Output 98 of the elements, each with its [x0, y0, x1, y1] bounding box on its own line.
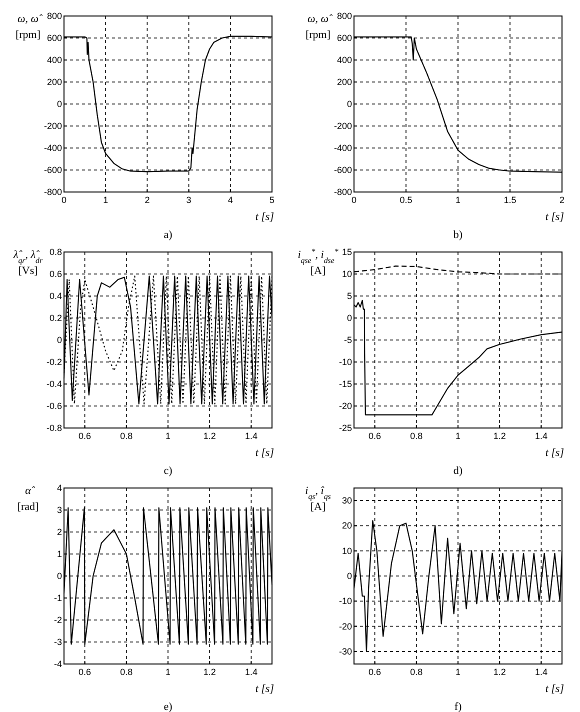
y-tick-label: -0.6	[46, 401, 62, 411]
x-tick-label: 1.4	[244, 431, 258, 441]
x-tick-label: 0.5	[400, 195, 412, 205]
y-tick-label: 0.4	[49, 291, 62, 301]
x-tick-label: 1	[103, 195, 108, 205]
x-tick-label: 1	[455, 431, 461, 441]
x-tick-label: 0.6	[78, 667, 92, 677]
y-tick-label: 2	[56, 527, 62, 537]
y-axis-title: i$_{qs}$, î$_{qs}$ [A]	[305, 485, 331, 513]
y-tick-label: -10	[338, 357, 352, 367]
x-tick-label: 1.4	[534, 431, 548, 441]
y-tick-label: 0	[56, 99, 62, 109]
text: e)	[164, 701, 173, 712]
x-axis-title: t [s]	[255, 447, 274, 459]
y-tick-label: 400	[336, 55, 352, 65]
x-tick-label: 0.8	[410, 431, 423, 441]
y-tick-label: 1	[56, 549, 62, 559]
y-tick-label: 0.2	[49, 313, 62, 323]
x-tick-label: 0.8	[410, 667, 423, 677]
x-tick-label: 1	[165, 431, 171, 441]
x-tick-label: 1.2	[493, 667, 506, 677]
x-tick-label: 4	[228, 195, 233, 205]
x-tick-label: 2	[559, 195, 565, 205]
x-tick-label: 5	[269, 195, 275, 205]
y-tick-label: -3	[54, 637, 62, 647]
x-axis-title: t [s]	[255, 211, 274, 223]
y-tick-label: -0.8	[46, 423, 62, 433]
y-tick-label: 0.8	[49, 247, 62, 257]
x-tick-label: 3	[186, 195, 192, 205]
x-tick-label: 1.4	[534, 667, 548, 677]
x-axis-title: t [s]	[255, 683, 274, 695]
x-tick-label: 1.2	[493, 431, 506, 441]
y-axis-title: α̂ [rad]	[17, 485, 39, 513]
x-tick-label: 1	[165, 667, 171, 677]
y-tick-label: 600	[46, 33, 62, 43]
y-tick-label: 5	[346, 291, 352, 301]
y-tick-label: 10	[342, 546, 352, 556]
x-tick-label: 1.4	[244, 667, 258, 677]
text: f)	[454, 701, 462, 712]
y-tick-label: -5	[344, 335, 352, 345]
y-tick-label: 4	[56, 483, 62, 493]
x-tick-label: 1.5	[504, 195, 516, 205]
x-tick-label: 0.8	[120, 431, 133, 441]
y-tick-label: -200	[334, 121, 352, 131]
y-tick-label: -400	[334, 143, 352, 153]
text: b)	[453, 229, 463, 241]
y-tick-label: -20	[338, 401, 352, 411]
y-axis-title: λ̂$_{qr}$, λ̂$_{dr}$ [Vs]	[12, 249, 44, 277]
text: c)	[164, 465, 173, 477]
x-axis-title: t [s]	[545, 683, 564, 695]
y-axis-title: ω, ω̂ [rpm]	[15, 13, 44, 41]
y-tick-label: 400	[46, 55, 62, 65]
y-tick-label: 0	[346, 571, 352, 581]
x-tick-label: 1.2	[203, 431, 216, 441]
y-tick-label: -4	[54, 659, 62, 669]
y-tick-label: -400	[44, 143, 62, 153]
y-tick-label: 200	[336, 77, 352, 87]
text: a)	[164, 229, 173, 241]
y-tick-label: 0	[56, 571, 62, 581]
y-tick-label: -0.4	[46, 379, 62, 389]
y-tick-label: -800	[334, 187, 352, 197]
y-tick-label: 15	[342, 247, 352, 257]
y-tick-label: -15	[338, 379, 352, 389]
y-tick-label: -10	[338, 596, 352, 606]
y-tick-label: 10	[342, 269, 352, 279]
y-tick-label: 800	[46, 11, 62, 21]
y-tick-label: 0.6	[49, 269, 62, 279]
x-tick-label: 0.6	[368, 431, 382, 441]
x-tick-label: 0.6	[78, 431, 92, 441]
x-tick-label: 1	[455, 195, 461, 205]
y-tick-label: -2	[54, 615, 62, 625]
y-tick-label: -1	[54, 593, 62, 603]
y-tick-label: 20	[342, 520, 352, 531]
y-tick-label: -600	[334, 165, 352, 175]
y-tick-label: -30	[338, 646, 352, 656]
x-tick-label: 1.2	[203, 667, 216, 677]
x-axis-title: t [s]	[545, 211, 564, 223]
y-tick-label: -20	[338, 621, 352, 632]
text: d)	[453, 465, 463, 477]
y-tick-label: 800	[336, 11, 352, 21]
y-tick-label: 200	[46, 77, 62, 87]
y-tick-label: 0	[56, 335, 62, 345]
y-tick-label: 30	[342, 496, 352, 506]
x-tick-label: 0.6	[368, 667, 382, 677]
y-tick-label: -200	[44, 121, 62, 131]
y-axis-title: ω, ω̂ [rpm]	[305, 13, 334, 41]
y-tick-label: -800	[44, 187, 62, 197]
y-tick-label: 3	[56, 505, 62, 515]
x-tick-label: 2	[144, 195, 150, 205]
y-tick-label: 0	[346, 313, 352, 323]
y-tick-label: 600	[336, 33, 352, 43]
x-tick-label: 0.8	[120, 667, 133, 677]
x-axis-title: t [s]	[545, 447, 564, 459]
x-tick-label: 1	[455, 667, 461, 677]
y-tick-label: 0	[346, 99, 352, 109]
y-tick-label: -25	[338, 423, 352, 433]
y-tick-label: -0.2	[46, 357, 62, 367]
y-tick-label: -600	[44, 165, 62, 175]
